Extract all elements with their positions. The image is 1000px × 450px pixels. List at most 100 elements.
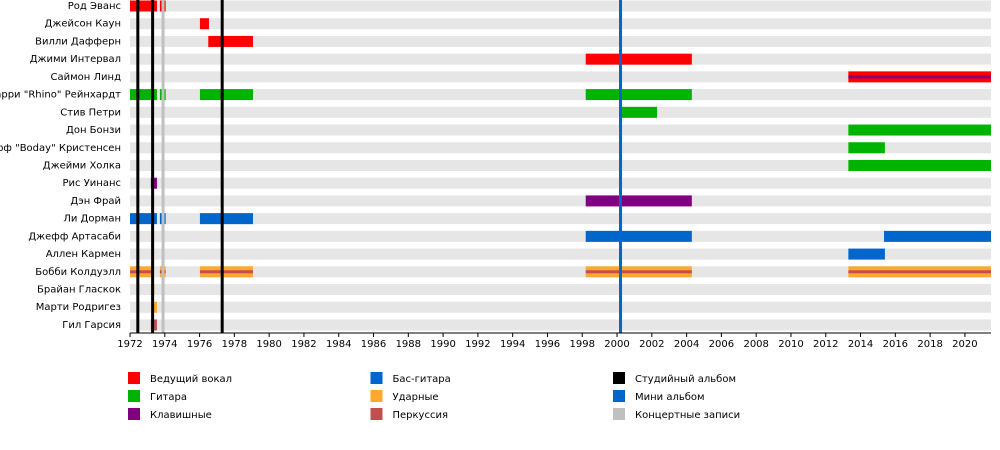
legend-swatch bbox=[613, 408, 625, 420]
row-band bbox=[130, 230, 991, 242]
legend-swatch bbox=[370, 390, 383, 402]
member-label: Марти Родригез bbox=[36, 302, 121, 313]
row-band bbox=[130, 142, 991, 154]
role-stripe bbox=[848, 270, 991, 274]
legend-label: Студийный альбом bbox=[635, 374, 736, 385]
x-tick-label: 1972 bbox=[117, 339, 142, 350]
member-label: Джефф Артасаби bbox=[28, 231, 121, 242]
member-label: Дэн Фрай bbox=[70, 196, 121, 207]
x-tick-label: 2014 bbox=[848, 339, 873, 350]
row-band bbox=[130, 71, 991, 83]
role-bar bbox=[199, 18, 209, 30]
row-band bbox=[130, 284, 991, 296]
role-bar bbox=[848, 142, 885, 154]
legend-swatch bbox=[128, 390, 140, 402]
x-tick-label: 1994 bbox=[500, 339, 525, 350]
row-band bbox=[130, 53, 991, 65]
legend-swatch bbox=[128, 408, 140, 420]
legend-label: Ударные bbox=[393, 392, 439, 403]
x-tick-label: 2000 bbox=[604, 339, 629, 350]
legend-label: Клавишные bbox=[150, 410, 212, 421]
member-label: Джефф "Boday" Кристенсен bbox=[0, 143, 121, 154]
member-label: Род Эванс bbox=[68, 1, 121, 12]
member-label: Аллен Кармен bbox=[46, 249, 121, 260]
legend-label: Перкуссия bbox=[393, 410, 449, 421]
member-label: Джими Интервал bbox=[30, 54, 121, 65]
x-tick-label: 1982 bbox=[291, 339, 316, 350]
legend-label: Концертные записи bbox=[635, 410, 740, 421]
role-bar bbox=[199, 89, 253, 101]
legend-swatch bbox=[128, 372, 140, 384]
legend-swatch bbox=[613, 390, 625, 402]
x-tick-label: 2004 bbox=[674, 339, 699, 350]
role-bar bbox=[848, 159, 991, 171]
x-tick-label: 2002 bbox=[639, 339, 664, 350]
x-tick-label: 2012 bbox=[813, 339, 838, 350]
role-bar bbox=[199, 213, 253, 225]
member-label: Саймон Линд bbox=[51, 72, 122, 83]
row-band bbox=[130, 213, 991, 225]
x-tick-label: 1984 bbox=[326, 339, 351, 350]
member-label: Дон Бонзи bbox=[66, 125, 121, 136]
member-label: Вилли Дафферн bbox=[35, 36, 121, 47]
member-label: Ларри "Rhino" Рейнхардт bbox=[0, 90, 121, 101]
role-bar bbox=[152, 301, 157, 313]
row-band bbox=[130, 301, 991, 313]
x-tick-label: 2006 bbox=[709, 339, 734, 350]
row-band bbox=[130, 195, 991, 207]
role-bar bbox=[848, 124, 991, 136]
row-band bbox=[130, 18, 991, 30]
member-label: Гил Гарсия bbox=[62, 320, 121, 331]
legend-label: Гитара bbox=[150, 392, 187, 403]
role-bar bbox=[585, 195, 692, 207]
x-tick-label: 2008 bbox=[743, 339, 768, 350]
legend-label: Мини альбом bbox=[635, 392, 705, 403]
role-bar bbox=[585, 89, 692, 101]
member-label: Стив Петри bbox=[60, 107, 121, 118]
row-band bbox=[130, 266, 991, 278]
role-bar bbox=[585, 230, 692, 242]
row-band bbox=[130, 0, 991, 12]
x-tick-label: 1976 bbox=[187, 339, 212, 350]
member-label: Брайан Гласкок bbox=[37, 285, 121, 296]
legend-label: Ведущий вокал bbox=[150, 374, 232, 385]
x-tick-label: 2010 bbox=[778, 339, 803, 350]
x-tick-label: 1998 bbox=[570, 339, 595, 350]
member-label: Ли Дорман bbox=[63, 214, 121, 225]
legend-swatch bbox=[370, 372, 383, 384]
role-bar bbox=[130, 213, 157, 225]
legend-swatch bbox=[613, 372, 625, 384]
role-bar bbox=[884, 230, 991, 242]
role-stripe bbox=[130, 270, 152, 274]
x-tick-label: 1980 bbox=[256, 339, 281, 350]
x-tick-label: 1978 bbox=[222, 339, 247, 350]
row-band bbox=[130, 35, 991, 47]
row-band bbox=[130, 89, 991, 101]
row-band bbox=[130, 124, 991, 136]
role-bar bbox=[130, 89, 157, 101]
role-bar bbox=[848, 248, 885, 260]
member-label: Джейсон Каун bbox=[45, 19, 122, 30]
member-label: Бобби Колдуэлл bbox=[35, 267, 121, 278]
role-stripe bbox=[199, 270, 253, 274]
member-label: Рис Уинанс bbox=[62, 178, 121, 189]
x-tick-label: 2020 bbox=[952, 339, 977, 350]
legend-label: Бас-гитара bbox=[393, 374, 451, 385]
x-tick-label: 1974 bbox=[152, 339, 177, 350]
row-band bbox=[130, 106, 991, 118]
x-tick-label: 2016 bbox=[883, 339, 908, 350]
x-tick-label: 1992 bbox=[465, 339, 490, 350]
x-tick-label: 2018 bbox=[917, 339, 942, 350]
role-stripe bbox=[848, 75, 991, 79]
role-bar bbox=[130, 0, 157, 12]
role-bar bbox=[620, 106, 658, 118]
legend-swatch bbox=[370, 408, 383, 420]
role-stripe bbox=[585, 270, 692, 274]
row-band bbox=[130, 319, 991, 331]
row-band bbox=[130, 159, 991, 171]
member-label: Джейми Холка bbox=[43, 160, 121, 171]
row-band bbox=[130, 248, 991, 260]
role-bar bbox=[208, 35, 253, 47]
x-tick-label: 1990 bbox=[430, 339, 455, 350]
